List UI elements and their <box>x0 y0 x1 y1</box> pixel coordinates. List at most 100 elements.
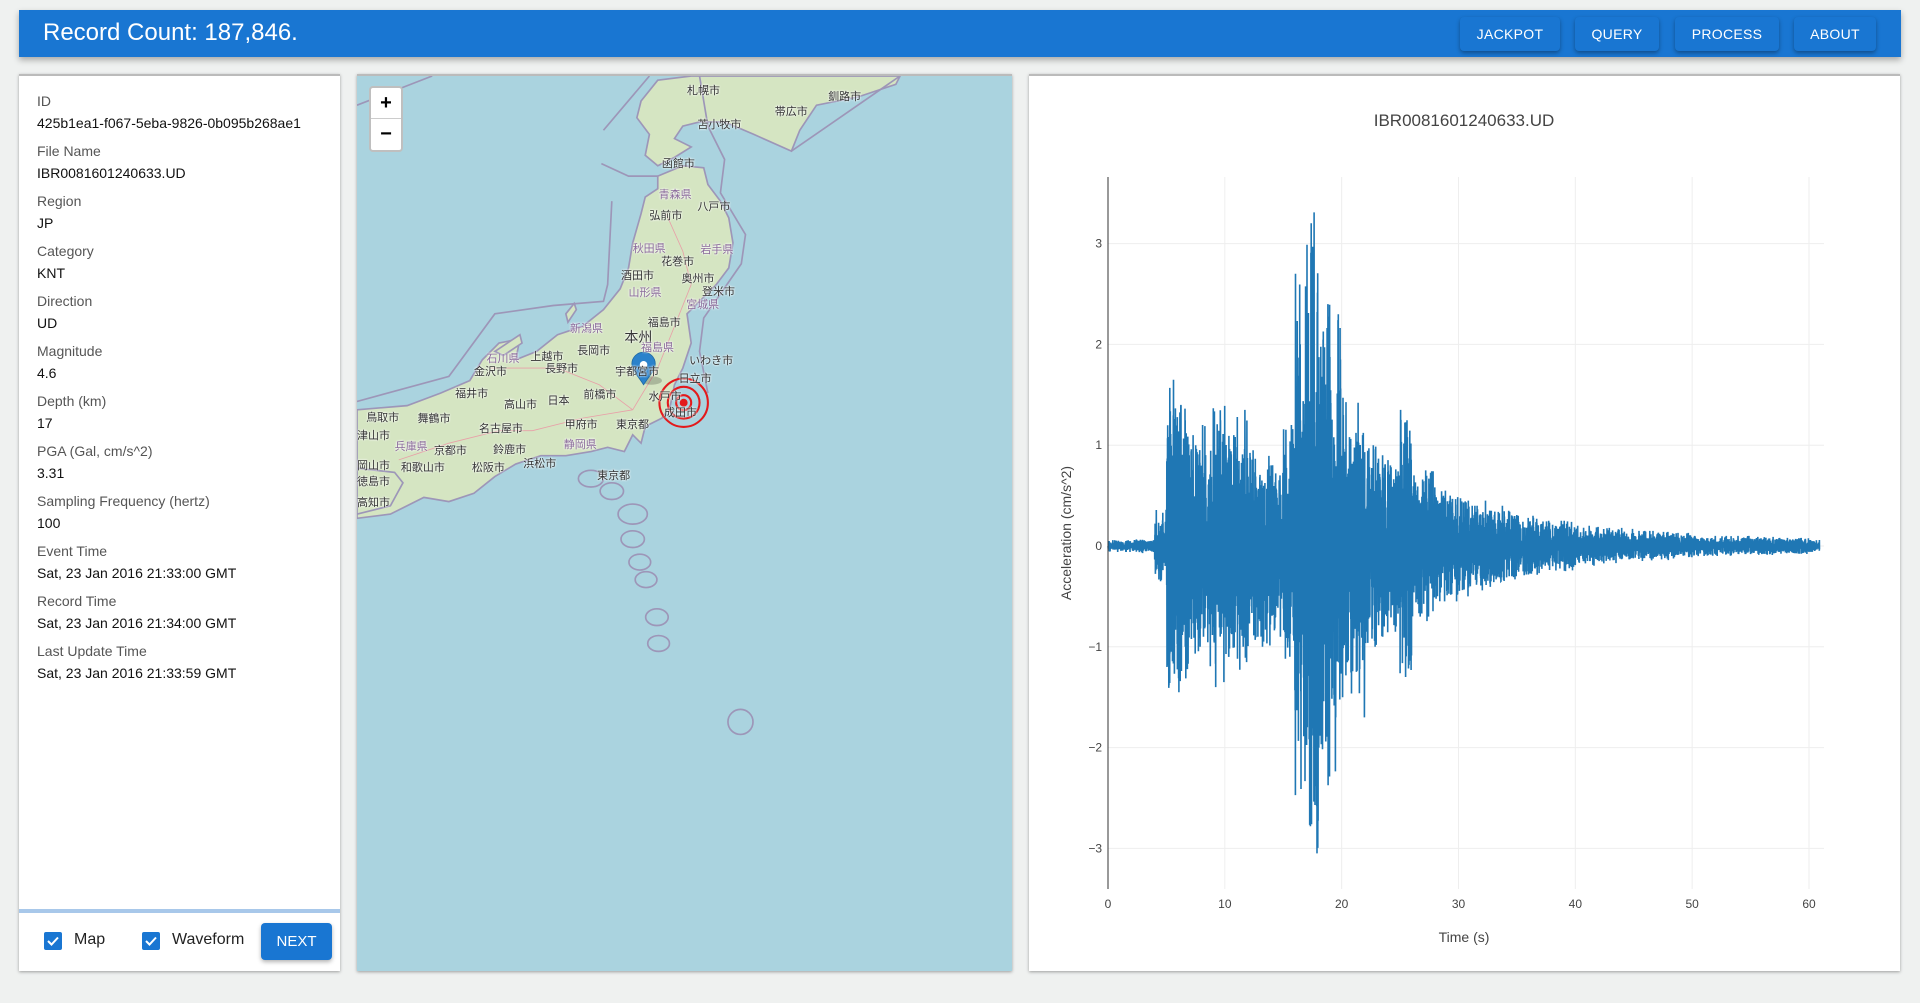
field-value: UD <box>37 315 58 331</box>
map-place-label: 前橋市 <box>583 388 617 401</box>
map-place-label: 津山市 <box>357 429 390 442</box>
map-place-label: 宇都宮市 <box>615 366 660 379</box>
map-place-label: 高山市 <box>504 398 538 411</box>
map-place-label: 名古屋市 <box>478 422 523 435</box>
field-value: 17 <box>37 415 53 431</box>
y-tick-label: 1 <box>1095 438 1102 452</box>
record-field: File Name IBR0081601240633.UD <box>37 143 186 181</box>
map-view[interactable]: 札幌市 釧路市 帯広市 苫小牧市 函館市 青森県 八戸市 弘前市 秋田県 岩手県 花巻市 酒田市 奥州市… <box>357 74 1012 971</box>
map-place-label: 長野市 <box>544 363 578 376</box>
record-field: Depth (km) 17 <box>37 393 106 431</box>
map-checkbox[interactable] <box>44 932 62 950</box>
zoom-in-button[interactable]: + <box>371 88 401 119</box>
field-label: Last Update Time <box>37 643 147 659</box>
next-button[interactable]: NEXT <box>261 923 332 960</box>
map-place-label: 本州 <box>624 328 653 345</box>
road-network <box>398 213 692 461</box>
x-tick-label: 50 <box>1685 897 1699 911</box>
zoom-out-button[interactable]: − <box>380 123 392 145</box>
map-place-label: 福島市 <box>647 317 681 330</box>
panel-divider <box>19 909 340 913</box>
y-tick-label: 0 <box>1095 539 1102 553</box>
map-place-label: 舞鶴市 <box>417 413 451 426</box>
field-value: 3.31 <box>37 465 65 481</box>
record-field: Direction UD <box>37 293 92 331</box>
query-button[interactable]: QUERY <box>1575 17 1659 51</box>
waveform-checkbox[interactable] <box>142 932 160 950</box>
x-tick-label: 30 <box>1452 897 1466 911</box>
map-place-label: 静岡県 <box>563 439 597 452</box>
check-icon <box>145 936 157 946</box>
map-checkbox-label[interactable]: Map <box>74 931 106 948</box>
record-field: Last Update Time Sat, 23 Jan 2016 21:33:5… <box>37 643 236 681</box>
maritime-boundaries <box>357 76 901 736</box>
y-tick-label: −3 <box>1088 841 1102 855</box>
map-place-label: 宮城県 <box>686 299 720 312</box>
map-place-label: 兵庫県 <box>394 441 428 454</box>
map-place-label: 松阪市 <box>471 462 505 475</box>
map-place-label: 青森県 <box>658 188 692 201</box>
chart-title: IBR0081601240633.UD <box>1374 111 1555 130</box>
x-tick-label: 10 <box>1218 897 1232 911</box>
y-axis-label: Acceleration (cm/s^2) <box>1058 466 1074 600</box>
map-place-label: 登米市 <box>702 285 736 298</box>
field-value: 4.6 <box>37 365 57 381</box>
map-place-label: 岩手県 <box>700 243 734 256</box>
map-place-label: 東京都 <box>615 419 649 432</box>
waveform-line <box>1107 212 1821 854</box>
map-place-label: 福島県 <box>641 341 675 354</box>
x-tick-label: 20 <box>1335 897 1349 911</box>
field-value: KNT <box>37 265 65 281</box>
map-place-label: 日立市 <box>678 373 712 386</box>
map-place-label: 徳島市 <box>357 476 390 489</box>
field-label: Event Time <box>37 543 108 559</box>
field-value: 100 <box>37 515 61 531</box>
map-place-label: 上越市 <box>530 350 564 363</box>
epicenter-marker <box>658 377 709 428</box>
field-value: IBR0081601240633.UD <box>37 165 186 181</box>
y-tick-label: −2 <box>1088 741 1102 755</box>
location-pin-icon <box>631 351 662 386</box>
map-place-label: 酒田市 <box>620 269 654 282</box>
process-button[interactable]: PROCESS <box>1675 17 1779 51</box>
x-tick-label: 60 <box>1802 897 1816 911</box>
map-place-label: 帯広市 <box>774 106 808 119</box>
map-place-label: 苫小牧市 <box>697 119 742 132</box>
waveform-checkbox-label[interactable]: Waveform <box>172 931 245 948</box>
map-place-label: 京都市 <box>433 445 467 458</box>
y-tick-label: 2 <box>1095 337 1102 351</box>
field-value: 425b1ea1-f067-5eba-9826-0b095b268ae1 <box>37 115 301 131</box>
map-place-label: いわき市 <box>689 354 734 367</box>
field-value: JP <box>37 215 54 231</box>
map-place-label: 日本 <box>547 394 570 407</box>
map-place-label: 和歌山市 <box>400 461 445 474</box>
map-place-label: 山形県 <box>628 286 662 299</box>
field-label: Direction <box>37 293 93 309</box>
x-tick-label: 0 <box>1105 897 1112 911</box>
map-place-label: 高知市 <box>357 496 390 509</box>
noto-peninsula <box>493 333 523 357</box>
map-tiles[interactable] <box>357 76 1012 971</box>
waveform-chart[interactable]: IBR0081601240633.UD 0 10 20 30 40 50 60 −3 −2 −1 0… <box>1029 76 1900 971</box>
map-place-label: 甲府市 <box>564 418 598 431</box>
map-place-label: 金沢市 <box>473 366 507 379</box>
field-label: PGA (Gal, cm/s^2) <box>37 443 153 459</box>
record-field: PGA (Gal, cm/s^2) 3.31 <box>37 443 152 481</box>
shikoku-land <box>357 467 404 515</box>
field-label: Record Time <box>37 593 117 609</box>
map-place-label: 釧路市 <box>828 90 862 103</box>
zoom-control: + − <box>369 86 403 152</box>
map-place-label: 水戸市 <box>648 390 682 403</box>
record-field: Sampling Frequency (hertz) 100 <box>37 493 210 531</box>
about-button[interactable]: ABOUT <box>1794 17 1876 51</box>
x-axis-label: Time (s) <box>1439 929 1490 945</box>
map-place-label: 石川県 <box>486 352 520 365</box>
check-icon <box>47 936 59 946</box>
map-place-label: 東京都 <box>597 470 631 483</box>
jackpot-button[interactable]: JACKPOT <box>1460 17 1560 51</box>
record-field: Event Time Sat, 23 Jan 2016 21:33:00 GMT <box>37 543 236 581</box>
record-field: Region JP <box>37 193 81 231</box>
field-label: File Name <box>37 143 101 159</box>
map-place-label: 花巻市 <box>661 256 695 269</box>
record-info-panel: ID 425b1ea1-f067-5eba-9826-0b095b268ae1 Fi… <box>19 74 340 971</box>
